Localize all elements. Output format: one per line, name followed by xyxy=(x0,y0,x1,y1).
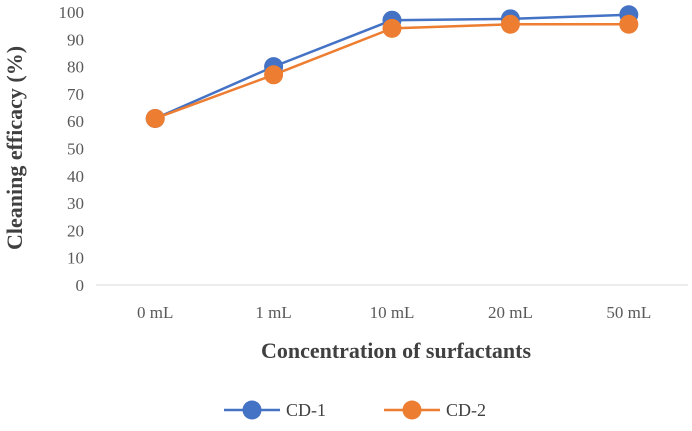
y-tick-label: 30 xyxy=(67,194,84,213)
series-line-cd-2 xyxy=(154,23,629,120)
data-point-cd-2 xyxy=(264,65,284,85)
x-tick-label: 0 mL xyxy=(137,303,173,322)
data-point-cd-2 xyxy=(500,14,520,34)
legend-label: CD-2 xyxy=(446,400,486,420)
y-tick-label: 20 xyxy=(67,221,84,240)
legend-item-cd-1: CD-1 xyxy=(224,400,326,420)
data-point-cd-2 xyxy=(382,18,402,38)
data-point-cd-2 xyxy=(619,14,639,34)
series-points xyxy=(145,5,639,128)
y-tick-label: 90 xyxy=(67,30,84,49)
x-tick-label: 20 mL xyxy=(488,303,533,322)
legend-marker xyxy=(402,400,422,420)
x-tick-label: 10 mL xyxy=(370,303,415,322)
y-tick-label: 100 xyxy=(59,3,85,22)
data-point-cd-2 xyxy=(145,108,165,128)
y-tick-label: 0 xyxy=(76,276,85,295)
x-axis-title: Concentration of surfactants xyxy=(261,338,532,363)
x-tick-label: 1 mL xyxy=(255,303,291,322)
y-tick-label: 60 xyxy=(67,112,84,131)
y-tick-label: 70 xyxy=(67,85,84,104)
y-tick-label: 50 xyxy=(67,140,84,159)
y-tick-label: 40 xyxy=(67,167,84,186)
x-tick-label: 50 mL xyxy=(606,303,651,322)
legend-item-cd-2: CD-2 xyxy=(384,400,486,420)
legend: CD-1 CD-2 xyxy=(224,400,486,420)
y-axis-title: Cleaning efficacy (%) xyxy=(2,46,27,250)
y-axis-ticks: 0 10 20 30 40 50 60 70 80 90 100 xyxy=(59,3,85,295)
y-tick-label: 80 xyxy=(67,58,84,77)
x-axis-ticks: 0 mL 1 mL 10 mL 20 mL 50 mL xyxy=(137,303,651,322)
y-tick-label: 10 xyxy=(67,249,84,268)
legend-marker xyxy=(242,400,262,420)
legend-label: CD-1 xyxy=(286,400,326,420)
